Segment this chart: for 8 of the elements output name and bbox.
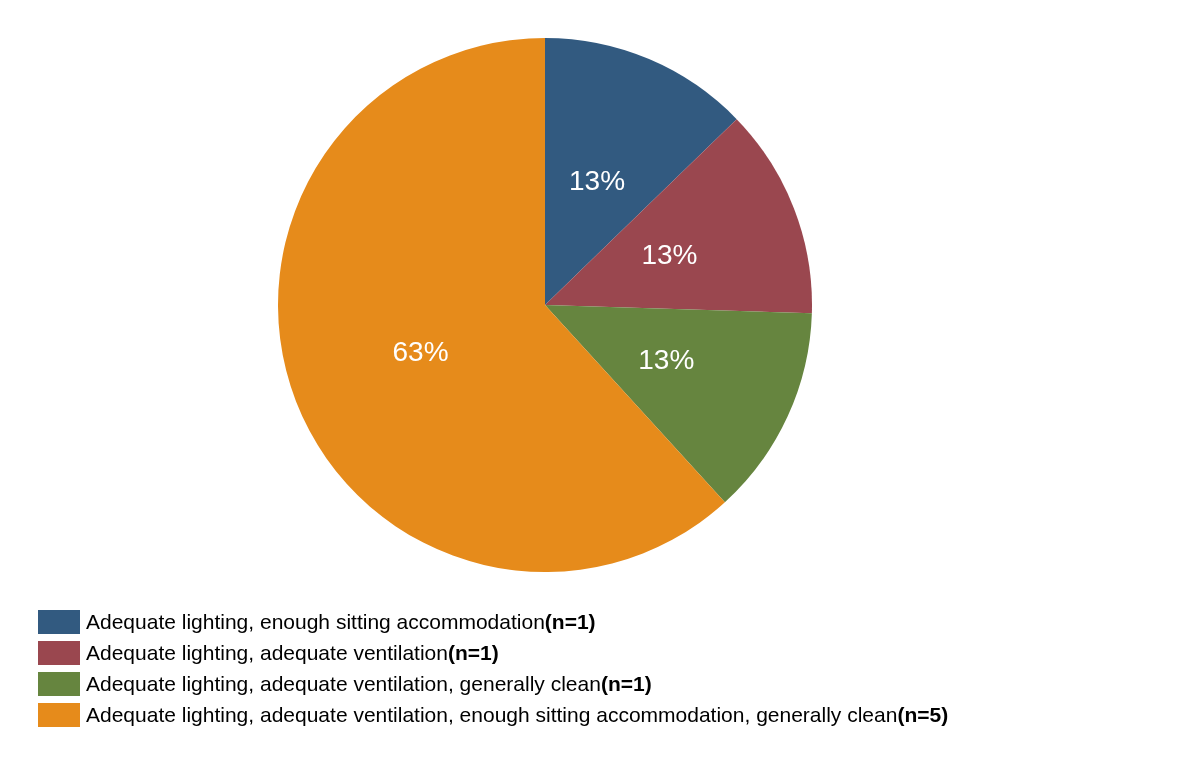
legend-label: Adequate lighting, adequate ventilation, generally clean(n=1): [86, 671, 652, 696]
legend-label: Adequate lighting, adequate ventilation, enough sitting accommodation, generally clean(n=5): [86, 702, 949, 727]
data-label: 13%: [641, 239, 698, 271]
data-label: 13%: [638, 343, 695, 375]
legend-label: Adequate lighting, adequate ventilation(n=1): [86, 640, 499, 665]
legend-label: Adequate lighting, enough sitting accommodation(n=1): [86, 609, 596, 634]
data-label: 13%: [569, 164, 626, 196]
data-label: 63%: [392, 335, 449, 367]
